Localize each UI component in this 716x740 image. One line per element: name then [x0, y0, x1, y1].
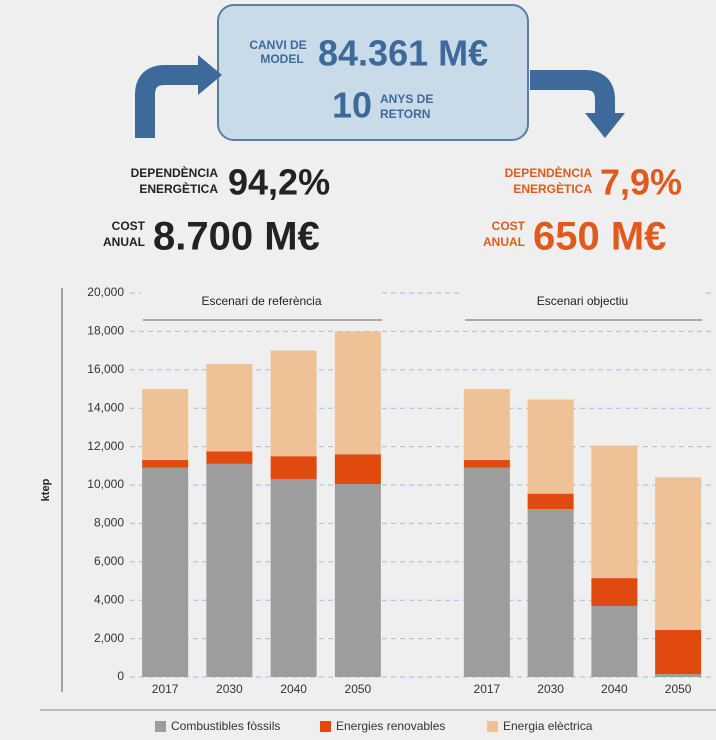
bar-segment — [206, 463, 253, 677]
header-label: MODEL — [260, 52, 303, 66]
y-tick-label: 0 — [117, 669, 124, 683]
dependence-label: ENERGÈTICA — [513, 181, 592, 196]
arrow-right — [530, 70, 615, 115]
cost-label: ANUAL — [103, 235, 145, 249]
legend-swatch — [320, 721, 331, 732]
legend-swatch — [487, 721, 498, 732]
x-tick-label: 2030 — [216, 682, 243, 696]
dependence-label: DEPENDÈNCIA — [505, 165, 593, 180]
y-tick-label: 12,000 — [87, 439, 124, 453]
bar-segment — [334, 331, 381, 455]
bar-segment — [270, 350, 317, 457]
bar-segment — [527, 493, 574, 509]
x-tick-label: 2017 — [152, 682, 179, 696]
bar-segment — [142, 467, 189, 677]
dependence-label: DEPENDÈNCIA — [131, 165, 219, 180]
header-label: CANVI DE — [249, 38, 306, 52]
header-years: 10 — [332, 85, 372, 126]
y-tick-label: 18,000 — [87, 324, 124, 338]
bar-segment — [463, 389, 510, 461]
bar-segment — [270, 456, 317, 480]
y-tick-label: 6,000 — [94, 554, 124, 568]
y-tick-label: 2,000 — [94, 631, 124, 645]
x-tick-label: 2050 — [665, 682, 692, 696]
arrow-right-head — [585, 113, 625, 138]
y-tick-label: 10,000 — [87, 477, 124, 491]
header-value: 84.361 M€ — [318, 33, 488, 74]
cost-label: COST — [112, 219, 146, 233]
bar-segment — [527, 399, 574, 494]
bar-segment — [270, 479, 317, 677]
y-tick-label: 4,000 — [94, 592, 124, 606]
bar-segment — [591, 445, 638, 579]
bar-segment — [655, 629, 702, 675]
cost-value: 8.700 M€ — [153, 215, 320, 259]
legend-label: Energies renovables — [336, 719, 445, 733]
bar-segment — [655, 477, 702, 630]
y-tick-label: 14,000 — [87, 400, 124, 414]
cost-label: ANUAL — [483, 235, 525, 249]
bar-segment — [334, 454, 381, 485]
bar-segment — [206, 364, 253, 452]
bar-segment — [334, 484, 381, 677]
bar-segment — [527, 509, 574, 677]
panel-title: Escenari objectiu — [537, 294, 628, 308]
legend-label: Combustibles fòssils — [171, 719, 280, 733]
header-years-label: ANYS DE — [380, 92, 433, 106]
header-years-label: RETORN — [380, 107, 430, 121]
panel-title-bg — [463, 290, 702, 314]
legend-swatch — [155, 721, 166, 732]
bar-segment — [206, 451, 253, 464]
y-axis-label: ktep — [40, 478, 52, 501]
bar-segment — [591, 605, 638, 677]
arrow-left-head — [198, 55, 222, 95]
bar-segment — [142, 460, 189, 468]
x-tick-label: 2040 — [280, 682, 307, 696]
bar-segment — [591, 578, 638, 606]
x-tick-label: 2030 — [537, 682, 564, 696]
legend-label: Energia elèctrica — [503, 719, 593, 733]
y-tick-label: 16,000 — [87, 362, 124, 376]
x-tick-label: 2050 — [345, 682, 372, 696]
y-tick-label: 20,000 — [87, 285, 124, 299]
x-tick-label: 2017 — [474, 682, 501, 696]
x-tick-label: 2040 — [601, 682, 628, 696]
bar-segment — [655, 674, 702, 677]
panel-title-bg — [141, 290, 382, 314]
panel-title: Escenari de referència — [201, 294, 321, 308]
arrow-left — [135, 65, 200, 138]
y-tick-label: 8,000 — [94, 516, 124, 530]
cost-value: 650 M€ — [533, 215, 666, 259]
bar-segment — [142, 389, 189, 461]
dependence-value: 7,9% — [600, 162, 682, 203]
bar-segment — [463, 460, 510, 468]
dependence-label: ENERGÈTICA — [139, 181, 218, 196]
bar-segment — [463, 467, 510, 677]
cost-label: COST — [492, 219, 526, 233]
dependence-value: 94,2% — [228, 162, 330, 203]
